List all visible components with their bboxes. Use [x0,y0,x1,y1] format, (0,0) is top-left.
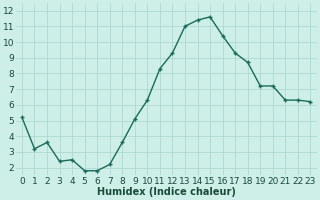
X-axis label: Humidex (Indice chaleur): Humidex (Indice chaleur) [97,187,236,197]
